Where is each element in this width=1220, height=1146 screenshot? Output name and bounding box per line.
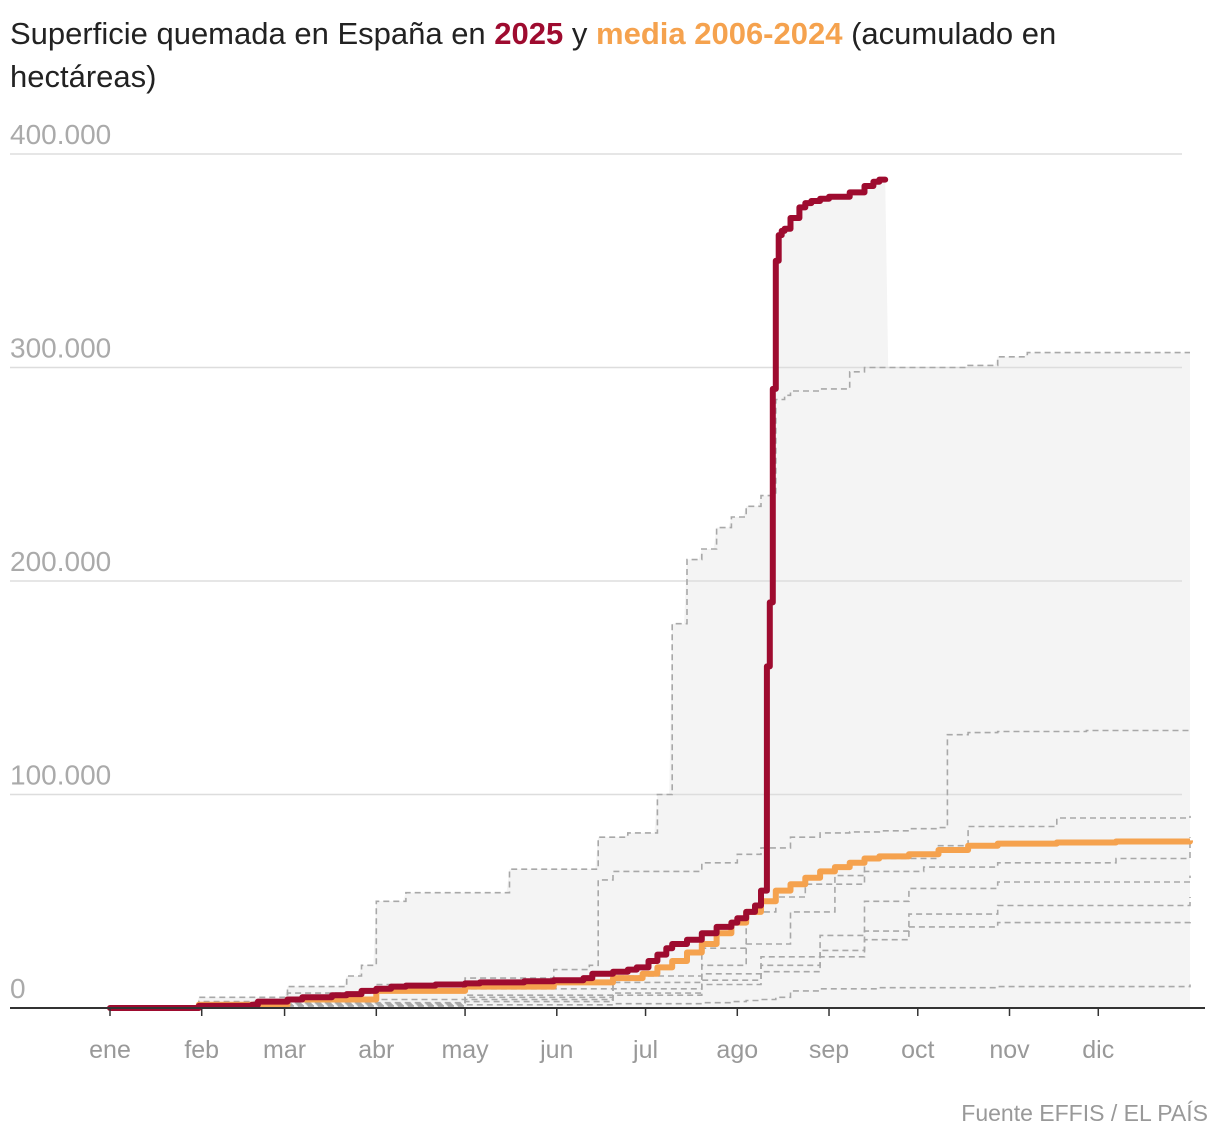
x-tick-label-nov: nov [989, 1036, 1030, 1064]
chart-title: Superficie quemada en España en 2025 y m… [10, 12, 1190, 98]
x-tick-label-oct: oct [901, 1036, 934, 1064]
x-tick-label-ene: ene [89, 1036, 131, 1064]
gridlines: 0 100.000 200.000 300.000 400.000 [10, 119, 1182, 1004]
title-middle: y [571, 16, 588, 51]
x-tick-label-feb: feb [184, 1036, 219, 1064]
x-tick-label-sep: sep [809, 1036, 849, 1064]
y-tick-label: 300.000 [10, 333, 111, 364]
x-axis: ene feb mar abr may jun jul ago sep oct nov dic [10, 1007, 1205, 1064]
title-suffix: (acumulado en hectáreas) [10, 16, 1057, 94]
title-year: 2025 [494, 16, 564, 51]
y-tick-label: 0 [10, 973, 26, 1004]
x-tick-label-ago: ago [716, 1036, 758, 1064]
x-tick-label-mar: mar [263, 1036, 306, 1064]
x-tick-label-abr: abr [358, 1036, 394, 1064]
burned-area-chart: 0 100.000 200.000 300.000 400.000 ene feb mar a… [10, 119, 1205, 1064]
y-tick-label: 200.000 [10, 546, 111, 577]
history-lines [110, 351, 1191, 1009]
history-range-area [110, 179, 1190, 1009]
y-tick-label: 400.000 [10, 119, 111, 150]
range-fill [110, 179, 1190, 1009]
main-lines [107, 176, 1193, 1011]
x-tick-label-jul: jul [632, 1036, 658, 1064]
y-tick-label: 100.000 [10, 760, 111, 791]
x-tick-label-jun: jun [539, 1036, 573, 1064]
history-line-1 [110, 351, 1190, 1009]
history-line-4 [110, 837, 1191, 1009]
line-2025 [107, 176, 889, 1011]
source-note: Fuente EFFIS / EL PAÍS [961, 1100, 1208, 1126]
x-tick-label-dic: dic [1082, 1036, 1114, 1064]
history-line-2 [110, 729, 1190, 1009]
title-prefix: Superficie quemada en España en [10, 16, 486, 51]
title-media: media 2006-2024 [596, 16, 843, 51]
x-tick-label-may: may [441, 1036, 489, 1064]
